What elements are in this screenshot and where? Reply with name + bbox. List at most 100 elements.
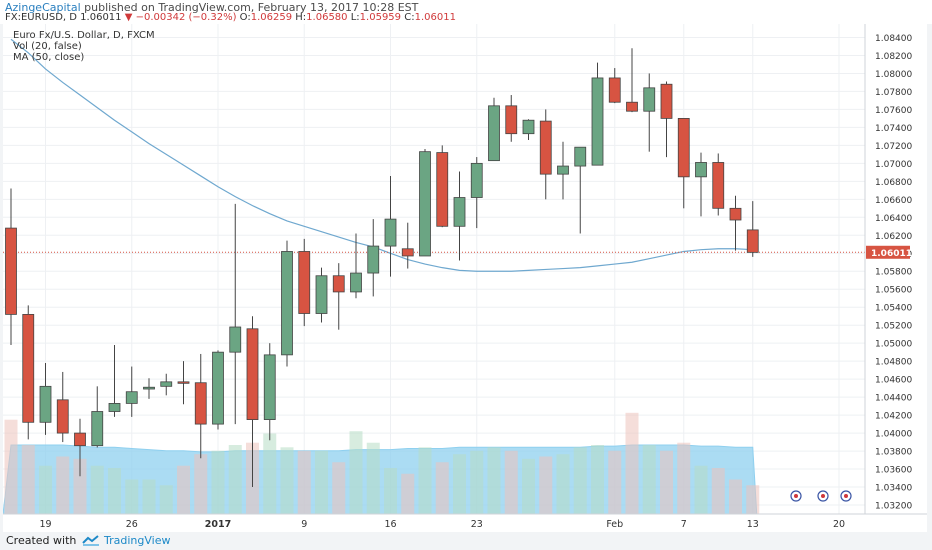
volume-bar (556, 454, 570, 514)
y-tick-label: 1.03600 (875, 466, 912, 476)
x-tick-label: 20 (833, 519, 845, 530)
candle-down (246, 328, 259, 420)
y-tick-label: 1.07600 (875, 106, 912, 116)
candle-up (419, 151, 431, 257)
volume-bar (487, 447, 501, 514)
x-tick-label: Feb (606, 519, 623, 530)
ma-layer (3, 38, 865, 272)
footer-bar: Created with TradingView (0, 532, 932, 550)
volume-bar (263, 433, 277, 514)
candle-up (39, 385, 52, 423)
candle-down (712, 162, 725, 209)
volume-bar (384, 468, 397, 514)
volume-bar (280, 447, 294, 514)
candle-down (74, 432, 86, 447)
price-change: −0.00342 (−0.32%) (135, 12, 237, 23)
candle-up (643, 87, 656, 112)
candle-up (367, 245, 380, 274)
y-tick-label: 1.08400 (875, 34, 912, 44)
open-value: 1.06259 (250, 12, 293, 23)
volume-layer (3, 412, 760, 515)
volume-bar (642, 445, 656, 514)
volume-bar (591, 445, 604, 514)
candle-up (350, 272, 362, 293)
created-with-text: Created with (6, 534, 77, 547)
y-tick-label: 1.04800 (875, 358, 912, 368)
legend-symbol: Euro Fx/U.S. Dollar, D, FXCM (13, 30, 155, 41)
candle-down (401, 248, 414, 257)
last-price: 1.06011 (80, 12, 122, 23)
candle-down (298, 251, 311, 314)
volume-bar (677, 442, 691, 514)
y-tick-label: 1.05400 (875, 304, 912, 314)
current-price-tag (866, 245, 910, 259)
quote-line: FX:EURUSD, D 1.06011 ▼ −0.00342 (−0.32%)… (5, 12, 456, 23)
candle-layer (5, 48, 759, 488)
volume-bar (159, 485, 173, 514)
candle-down (332, 275, 345, 293)
x-tick-label: 7 (681, 519, 687, 530)
y-tick-label: 1.07400 (875, 124, 912, 134)
volume-bar (73, 458, 87, 514)
volume-bar (194, 454, 208, 514)
x-tick-label: 13 (747, 519, 759, 530)
candle-up (143, 386, 155, 390)
volume-bar (470, 450, 484, 514)
volume-bar (418, 447, 432, 514)
high-value: 1.06580 (306, 12, 348, 23)
header-bar: AzingeCapital published on TradingView.c… (0, 0, 932, 24)
axis-layer: 1.08400 1.08200 1.08000 1.07800 1.07600 1.074… (3, 24, 927, 530)
candle-up (315, 275, 328, 314)
volume-bar (315, 450, 328, 514)
legend-ma: MA (50, close) (13, 52, 84, 63)
author-link[interactable]: AzingeCapital (5, 1, 81, 14)
y-tick-label: 1.06600 (875, 196, 912, 206)
candle-up (557, 165, 569, 175)
volume-bar (177, 465, 190, 514)
y-tick-label: 1.03200 (875, 502, 912, 512)
volume-bar (625, 412, 639, 514)
publish-line: AzingeCapital published on TradingView.c… (5, 1, 418, 14)
candle-up (488, 105, 500, 162)
event-marker-dot (794, 494, 798, 498)
candle-down (677, 118, 690, 178)
volume-bar (539, 456, 553, 514)
low-value: 1.05959 (359, 12, 402, 23)
x-tick-label: 9 (301, 519, 307, 530)
chart-area[interactable]: 1.08400 1.08200 1.08000 1.07800 1.07600 1.074… (3, 24, 927, 532)
close-value: 1.06011 (414, 12, 456, 23)
candle-up (212, 351, 224, 425)
y-tick-label: 1.04400 (875, 394, 912, 404)
volume-bar (504, 450, 518, 514)
volume-bar (125, 479, 139, 514)
volume-bar (39, 465, 52, 514)
volume-bar (4, 419, 18, 514)
volume-bar (211, 450, 225, 514)
candle-up (229, 326, 242, 353)
y-tick-label: 1.08000 (875, 70, 912, 80)
x-tick-label: 2017 (205, 519, 231, 530)
y-tick-label: 1.06400 (875, 214, 912, 224)
candle-down (56, 399, 69, 434)
candle-up (470, 162, 483, 198)
y-tick-label: 1.05000 (875, 340, 912, 350)
volume-bar (349, 431, 363, 514)
published-text: published on TradingView.com, February 1… (84, 1, 419, 14)
open-label: O: (239, 12, 251, 23)
volume-bar (746, 485, 760, 514)
y-tick-label: 1.06200 (875, 232, 912, 242)
volume-bar (660, 450, 673, 514)
candle-down (608, 77, 621, 103)
tradingview-brand[interactable]: TradingView (104, 534, 171, 547)
symbol-label: FX:EURUSD, D (5, 12, 77, 23)
grid (3, 24, 865, 514)
y-tick-label: 1.03400 (875, 484, 912, 494)
volume-bar (453, 454, 466, 514)
volume-bar (108, 468, 121, 514)
candle-down (194, 382, 207, 425)
candle-up (91, 411, 104, 447)
candle-down (626, 101, 638, 112)
current-price-label: 1.06011 (871, 249, 912, 259)
y-tick-label: 1.08200 (875, 52, 912, 62)
price-chart[interactable]: 1.08400 1.08200 1.08000 1.07800 1.07600 1.074… (3, 24, 927, 532)
